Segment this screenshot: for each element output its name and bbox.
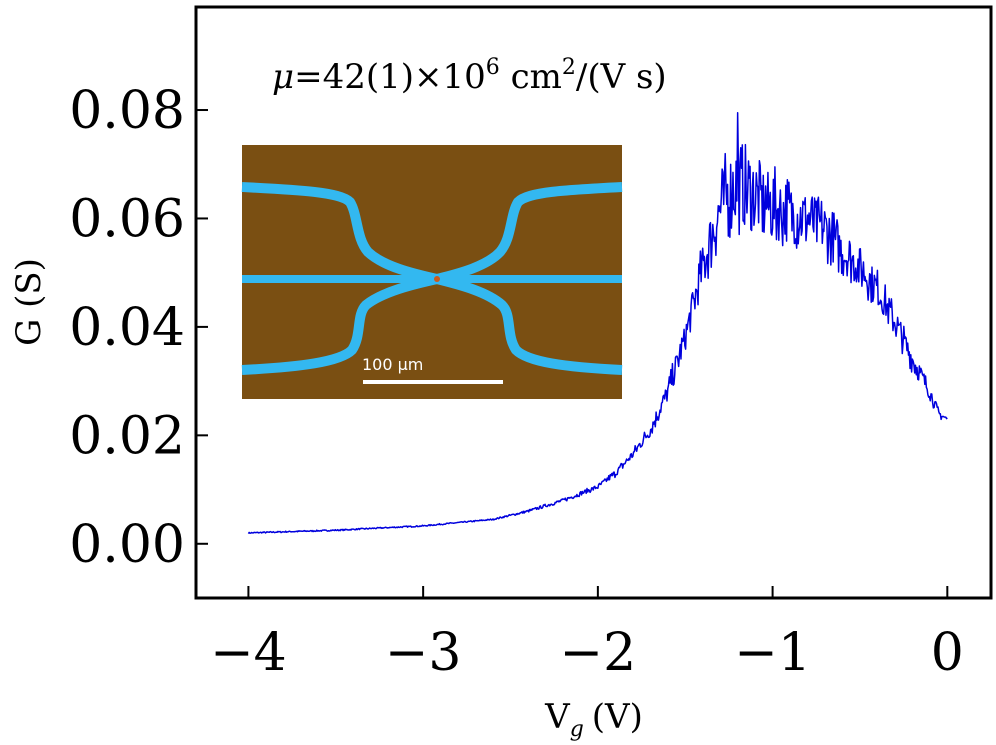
x-ticks bbox=[247, 586, 949, 598]
x-tick-label: 0 bbox=[931, 623, 964, 683]
series-line-g bbox=[247, 111, 948, 535]
y-tick-label: 0.02 bbox=[69, 406, 185, 466]
x-tick-labels: −4 −3 −2 −1 0 bbox=[210, 623, 964, 683]
y-ticks bbox=[196, 109, 208, 545]
y-tick-label: 0.08 bbox=[69, 81, 185, 141]
y-tick-label: 0.06 bbox=[69, 189, 185, 249]
x-tick-label: −2 bbox=[560, 623, 637, 683]
x-axis-label: Vg (V) bbox=[544, 697, 643, 742]
inset-sample-dot bbox=[434, 276, 440, 282]
y-tick-label: 0.04 bbox=[69, 298, 185, 358]
plot-frame bbox=[194, 5, 993, 600]
inset-electrodes bbox=[241, 182, 623, 375]
y-tick-labels: 0.00 0.02 0.04 0.06 0.08 bbox=[69, 81, 185, 575]
y-axis-label: G (S) bbox=[9, 258, 49, 346]
x-tick-label: −3 bbox=[385, 623, 462, 683]
x-tick-label: −4 bbox=[210, 623, 287, 683]
inset-micrograph: 100 μm bbox=[241, 145, 623, 399]
y-tick-label: 0.00 bbox=[69, 515, 185, 575]
x-tick-label: −1 bbox=[734, 623, 811, 683]
scale-bar-label: 100 μm bbox=[362, 355, 423, 374]
mobility-annotation: μ=42(1)×106 cm2/(V s) bbox=[272, 55, 667, 97]
